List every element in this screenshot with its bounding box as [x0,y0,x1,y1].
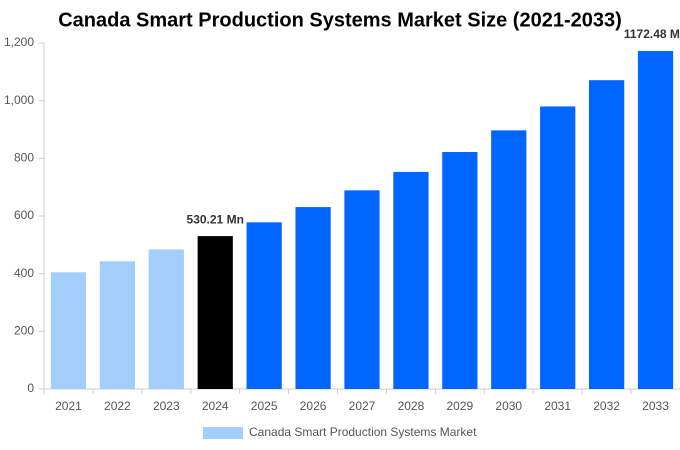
y-tick-label: 1,200 [4,35,34,49]
y-tick-label: 0 [27,381,34,395]
y-tick-label: 600 [14,208,34,222]
value-label: 1172.48 Mn [624,27,680,41]
legend-label: Canada Smart Production Systems Market [249,425,477,439]
x-tick-label: 2029 [446,399,473,413]
value-label: 530.21 Mn [187,212,244,226]
bar [393,171,429,389]
y-tick-label: 200 [14,324,34,338]
x-tick-label: 2031 [544,399,571,413]
bar [295,207,331,389]
bar [148,249,184,389]
x-tick-label: 2032 [593,399,620,413]
bar [540,106,576,389]
x-tick-label: 2027 [349,399,376,413]
bar [99,261,135,389]
x-tick-label: 2030 [495,399,522,413]
x-tick-label: 2026 [300,399,327,413]
bar [50,272,87,389]
y-tick-label: 400 [14,266,34,280]
legend-swatch [203,427,243,439]
bar [246,222,282,389]
bar [442,151,478,389]
bar [491,130,527,390]
bar [344,190,380,389]
bar [589,80,625,389]
x-tick-label: 2022 [104,399,131,413]
y-tick-label: 1,000 [4,93,34,107]
x-tick-label: 2023 [153,399,180,413]
x-tick-label: 2025 [251,399,278,413]
y-tick-label: 800 [14,151,34,165]
x-tick-label: 2028 [398,399,425,413]
bar [637,50,674,389]
chart-title: Canada Smart Production Systems Market S… [58,9,622,31]
x-tick-label: 2021 [55,399,82,413]
x-tick-label: 2033 [642,399,669,413]
bar [197,236,233,389]
x-tick-label: 2024 [202,399,229,413]
